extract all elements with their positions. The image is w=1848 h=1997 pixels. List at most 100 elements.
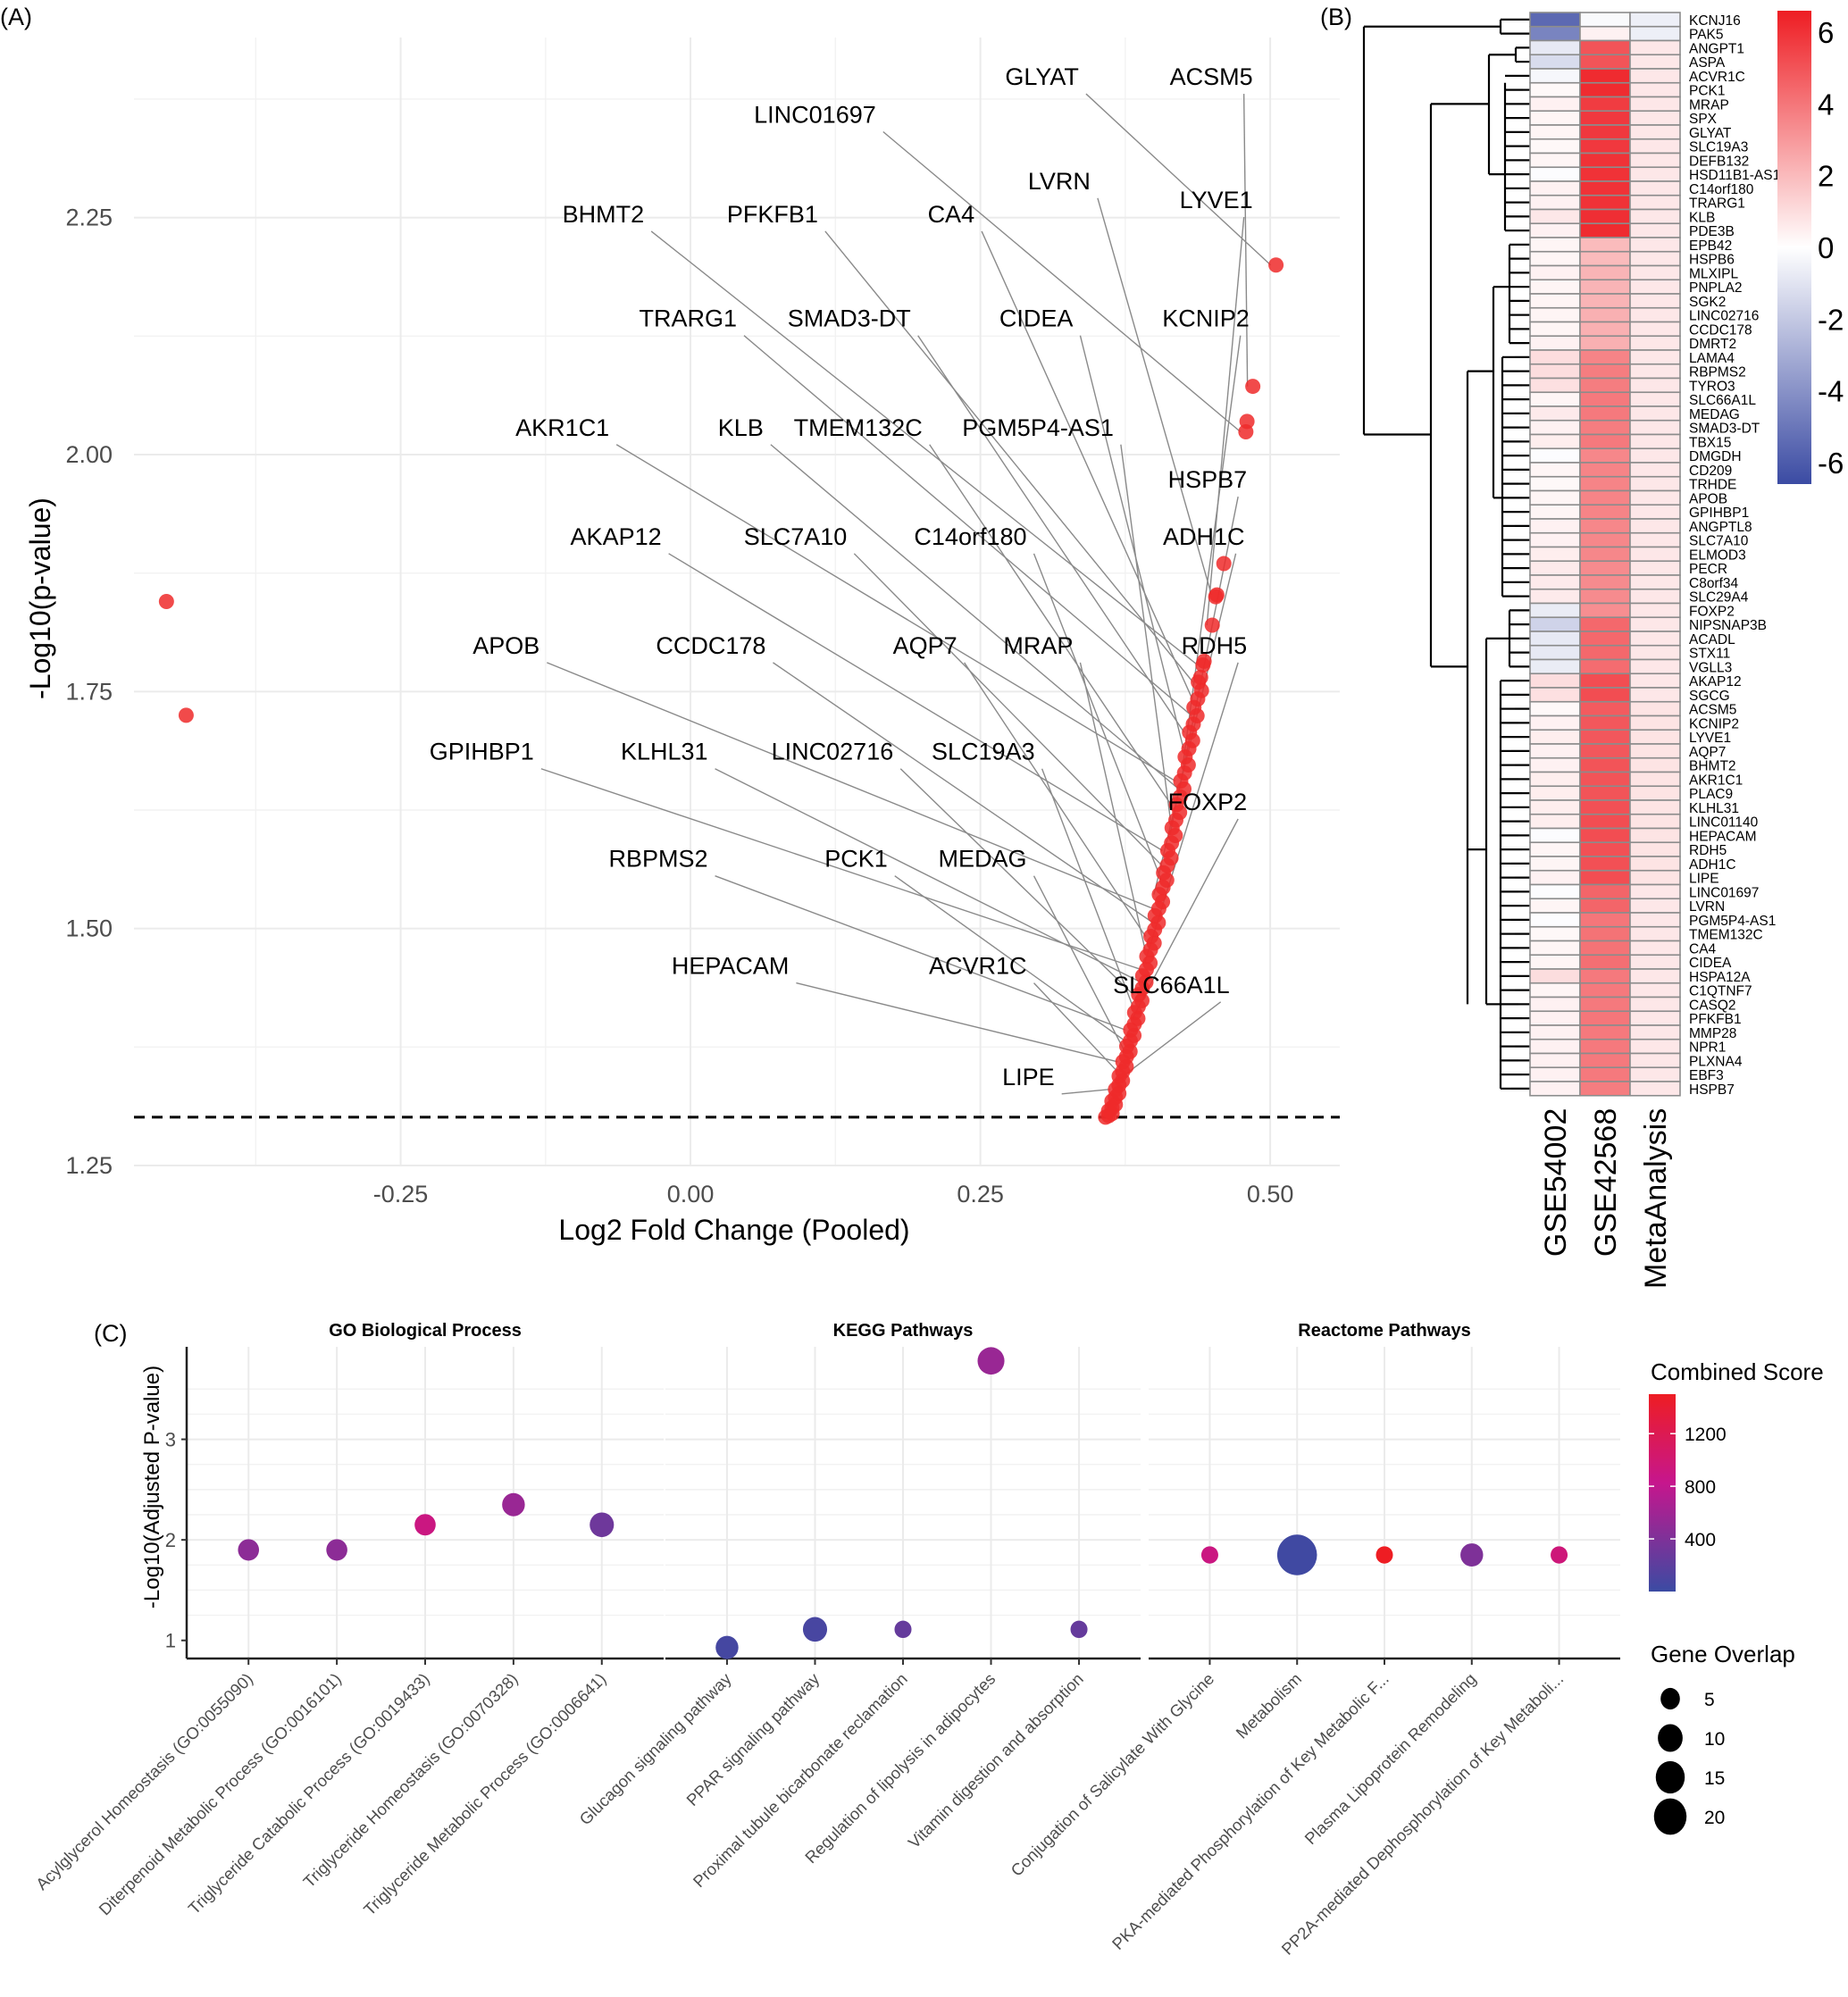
heatmap-cell <box>1579 306 1631 323</box>
row-dendrogram <box>1362 18 1530 1090</box>
data-point <box>1238 424 1254 440</box>
row-label: GLYAT <box>1689 126 1732 141</box>
size-legend-dot <box>1660 1687 1680 1710</box>
data-point <box>1204 617 1220 633</box>
colorbar-tick-label: 4 <box>1818 88 1834 121</box>
row-label: ACSM5 <box>1689 703 1736 718</box>
heatmap-cell <box>1579 631 1631 647</box>
heatmap-cell <box>1579 335 1631 351</box>
label-connector <box>715 768 1141 983</box>
panel-label-b: (B) <box>1320 4 1352 30</box>
gene-label: RBPMS2 <box>609 846 708 873</box>
heatmap-cell <box>1529 194 1581 211</box>
gene-label: CIDEA <box>999 305 1074 332</box>
data-point <box>1216 556 1232 572</box>
heatmap-cell <box>1629 293 1681 309</box>
category-label: Conjugation of Salicylate With Glycine <box>1007 1669 1217 1880</box>
heatmap-cell <box>1629 869 1681 886</box>
panel-label-c: (C) <box>94 1320 127 1347</box>
row-label: CASQ2 <box>1689 998 1736 1013</box>
heatmap-cell <box>1579 925 1631 942</box>
row-label: ASPA <box>1689 55 1726 71</box>
label-connector <box>1116 1001 1222 1082</box>
row-label: LINC02716 <box>1689 309 1759 324</box>
size-legend-dot <box>1655 1760 1685 1794</box>
volcano-plot: -0.25 0.00 0.25 0.50 1.25 1.50 1.75 2.00 2.25 GL… <box>24 38 1340 1246</box>
heatmap-cell <box>1579 644 1631 661</box>
row-label: PAK5 <box>1689 28 1724 43</box>
gene-label: AKR1C1 <box>515 414 609 441</box>
heatmap-cell <box>1579 250 1631 267</box>
heatmap-cell <box>1529 631 1581 647</box>
heatmap-cell <box>1579 756 1631 773</box>
colorbar-gradient <box>1777 11 1811 484</box>
gene-label: CA4 <box>928 201 975 228</box>
row-label: ANGPT1 <box>1689 41 1744 56</box>
heatmap-cell <box>1529 756 1581 773</box>
row-label: APOB <box>1689 491 1727 506</box>
label-connector <box>1085 93 1272 266</box>
heatmap-cell <box>1629 208 1681 225</box>
heatmap-cell <box>1629 138 1681 155</box>
heatmap-cell <box>1629 405 1681 422</box>
enrichment-dot <box>1551 1546 1568 1564</box>
gene-label: FOXP2 <box>1168 789 1248 815</box>
volcano-points <box>158 257 1284 1125</box>
heatmap-cell <box>1629 475 1681 492</box>
heatmap-cell <box>1629 658 1681 675</box>
heatmap-cell <box>1529 208 1581 225</box>
heatmap-cell <box>1579 68 1631 84</box>
row-label: PFKFB1 <box>1689 1012 1742 1027</box>
row-label: VGLL3 <box>1689 660 1732 675</box>
data-point <box>1268 257 1284 273</box>
row-labels: KCNJ16PAK5ANGPT1ASPAACVR1CPCK1MRAPSPXGLY… <box>1689 13 1780 1098</box>
volcano-x-axis-title: Log2 Fold Change (Pooled) <box>558 1214 909 1246</box>
heatmap-cell <box>1579 180 1631 196</box>
heatmap-cell <box>1579 489 1631 506</box>
heatmap-cell <box>1629 489 1681 506</box>
heatmap-cell <box>1579 363 1631 380</box>
heatmap-cell <box>1529 321 1581 338</box>
row-label: SLC19A3 <box>1689 140 1748 155</box>
heatmap-cell <box>1579 602 1631 619</box>
label-connector <box>547 662 1154 910</box>
row-label: LINC01697 <box>1689 885 1759 900</box>
heatmap-cell <box>1579 419 1631 436</box>
heatmap-cell <box>1529 954 1581 970</box>
heatmap-cell <box>1579 504 1631 520</box>
heatmap-cell <box>1629 124 1681 140</box>
colorbar-tick-label: 0 <box>1818 231 1834 264</box>
facet-title: GO Biological Process <box>329 1321 522 1341</box>
heatmap-cell <box>1579 841 1631 857</box>
heatmap-cell <box>1579 658 1631 675</box>
gene-label: HEPACAM <box>672 953 790 980</box>
row-label: BHMT2 <box>1689 759 1736 774</box>
y-tick-label: 1.75 <box>65 678 113 705</box>
label-connector <box>1033 982 1118 1073</box>
heatmap-cell <box>1629 546 1681 563</box>
label-connector <box>715 875 1126 1031</box>
row-label: PECR <box>1689 562 1727 577</box>
heatmap-cell <box>1629 925 1681 942</box>
gene-labels: GLYAT ACSM5 LINC01697 LVRN LYVE1 BHMT2 PFKFB1 C… <box>430 63 1253 1090</box>
gene-label: KLHL31 <box>621 739 708 765</box>
heatmap-cell <box>1629 237 1681 253</box>
heatmap-cell <box>1529 687 1581 703</box>
heatmap-cell <box>1529 489 1581 506</box>
row-label: NIPSNAP3B <box>1689 618 1767 633</box>
y-tick-label: 1.50 <box>65 915 113 942</box>
heatmap-cell <box>1579 869 1631 886</box>
heatmap-cell <box>1529 306 1581 323</box>
heatmap-cell <box>1579 729 1631 745</box>
panel-label-a: (A) <box>0 4 32 30</box>
heatmap-cell <box>1529 729 1581 745</box>
heatmap-cell <box>1629 321 1681 338</box>
heatmap-cell <box>1529 363 1581 380</box>
x-tick-label: 0.50 <box>1247 1181 1294 1207</box>
label-connector <box>770 444 1179 790</box>
row-label: KCNIP2 <box>1689 716 1739 731</box>
heatmap-cell <box>1529 96 1581 113</box>
heatmap-cell <box>1629 363 1681 380</box>
enrichment-dot <box>1200 1546 1218 1564</box>
heatmap-cell <box>1629 982 1681 998</box>
